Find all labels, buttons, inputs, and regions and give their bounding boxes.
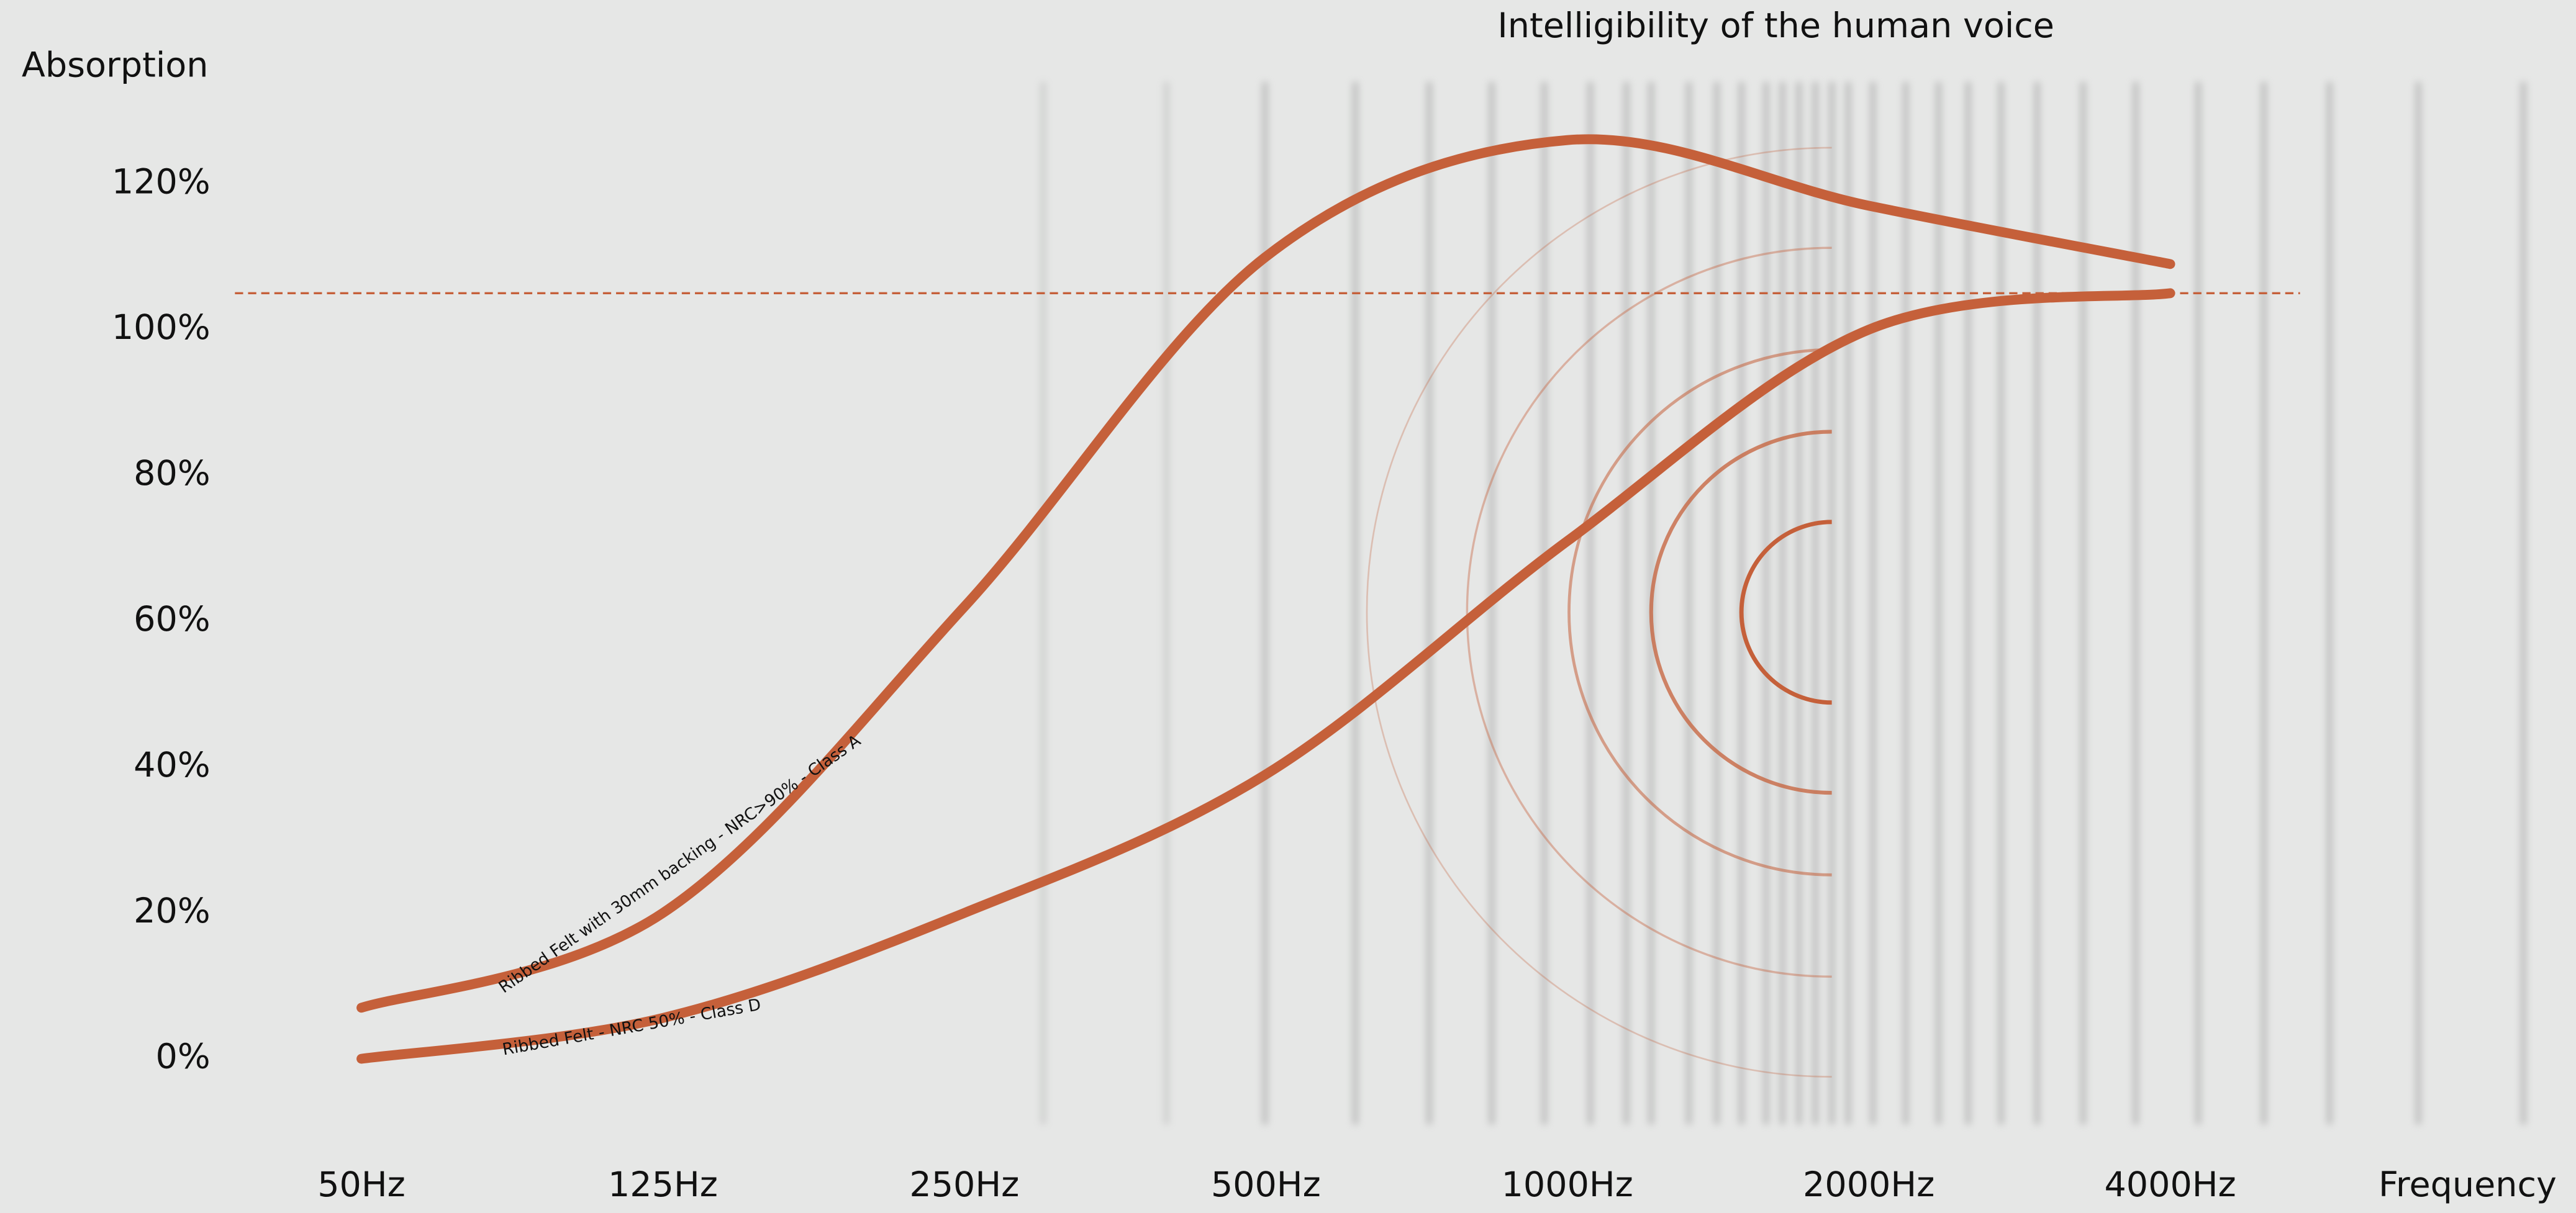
x-tick-label: 250Hz [909,1165,1019,1205]
stripe [2196,82,2201,1124]
stripe [2521,82,2526,1124]
page: {"chart_data": {"type": "line", "title":… [0,0,2576,1213]
stripe [1966,82,1971,1124]
y-tick-label: 100% [112,307,211,348]
x-tick-label: 2000Hz [1803,1165,1934,1205]
x-tick-label: 4000Hz [2104,1165,2236,1205]
stripe [1780,82,1785,1124]
y-tick-label: 20% [134,891,210,931]
stripe [1624,82,1629,1124]
stripe [1830,82,1834,1124]
stripe [2416,82,2421,1124]
stripe [1871,82,1875,1124]
stripe [1764,82,1769,1124]
stripe [1427,82,1432,1124]
x-tick-label: 1000Hz [1502,1165,1633,1205]
stripe [1041,82,1046,1124]
x-tick-label: 50Hz [317,1165,406,1205]
y-tick-label: 80% [134,453,210,494]
stripe [2327,82,2332,1124]
stripe [1714,82,1719,1124]
stripe [2133,82,2138,1124]
stripe [1164,82,1169,1124]
y-tick-label: 40% [134,745,210,785]
stripe [1263,82,1268,1124]
stripe [1998,82,2003,1124]
y-tick-label: 120% [112,161,211,202]
chart: Intelligibility of the human voice Absor… [0,0,2576,1213]
chart-title: Intelligibility of the human voice [1497,6,2054,46]
stripe [2261,82,2266,1124]
stripe [2080,82,2085,1124]
y-tick-label: 0% [156,1037,211,1077]
stripe [1813,82,1818,1124]
y-tick-label: 60% [134,599,210,639]
background [0,0,2576,1213]
stripe [1846,82,1851,1124]
y-axis-label: Absorption [22,45,209,86]
x-tick-label: 500Hz [1211,1165,1321,1205]
stripe [1903,82,1908,1124]
stripe [1353,82,1358,1124]
stripe [1588,82,1593,1124]
stripe [1797,82,1802,1124]
stripe [1542,82,1547,1124]
x-tick-label: 125Hz [608,1165,718,1205]
x-axis-label: Frequency [2379,1165,2557,1205]
stripe [1687,82,1692,1124]
stripe [1936,82,1941,1124]
